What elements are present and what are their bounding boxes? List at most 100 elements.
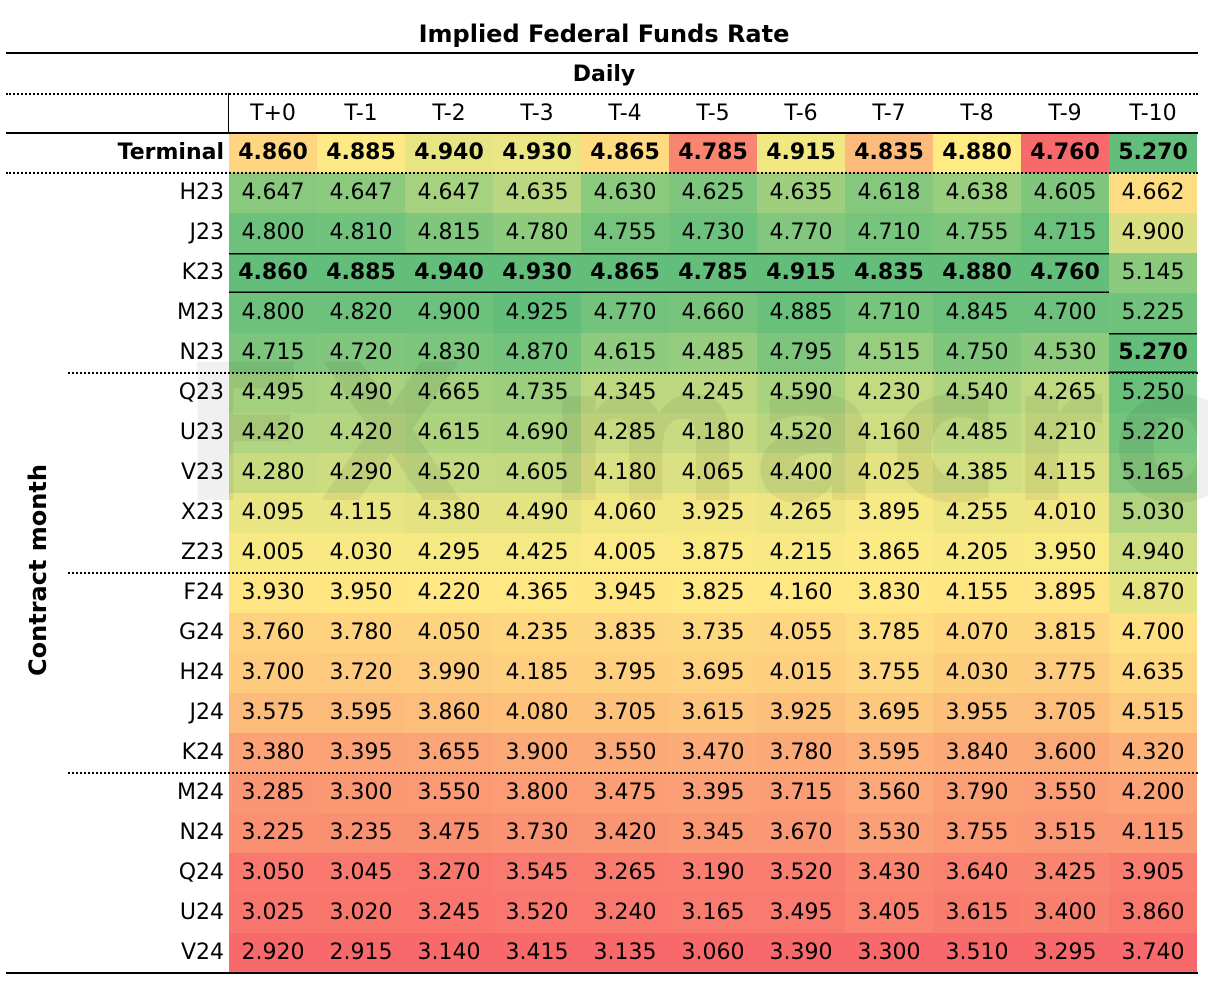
heatmap-cell: 3.345: [669, 813, 757, 853]
heatmap-cell: 4.265: [1021, 373, 1109, 413]
heatmap-cell: 3.300: [845, 933, 933, 973]
heatmap-cell: 4.735: [493, 373, 581, 413]
heatmap-cell: 3.510: [933, 933, 1021, 973]
heatmap-cell: 3.395: [669, 773, 757, 813]
heatmap-cell: 4.760: [1021, 253, 1109, 293]
heatmap-cell: 4.485: [933, 413, 1021, 453]
heatmap-cell: 4.255: [933, 493, 1021, 533]
heatmap-cell: 5.030: [1109, 493, 1197, 533]
heatmap-cell: 4.820: [317, 293, 405, 333]
heatmap-cell: 3.495: [757, 893, 845, 933]
heatmap-cell: 4.495: [229, 373, 317, 413]
heatmap-cell: 3.300: [317, 773, 405, 813]
heatmap-cell: 3.785: [845, 613, 933, 653]
heatmap-cell: 4.635: [757, 173, 845, 213]
heatmap-cell: 3.950: [1021, 533, 1109, 573]
heatmap-cell: 3.430: [845, 853, 933, 893]
heatmap-cell: 3.875: [669, 533, 757, 573]
heatmap-cell: 4.618: [845, 173, 933, 213]
heatmap-cell: 4.185: [493, 653, 581, 693]
row-label: U23: [179, 420, 224, 445]
row-label: F24: [183, 580, 224, 605]
heatmap-cell: 3.560: [845, 773, 933, 813]
rule-vertical: [228, 93, 229, 133]
heatmap-cell: 3.405: [845, 893, 933, 933]
heatmap-cell: 4.880: [933, 253, 1021, 293]
heatmap-cell: 4.015: [757, 653, 845, 693]
heatmap-cell: 3.595: [845, 733, 933, 773]
heatmap-cell: 3.025: [229, 893, 317, 933]
heatmap-cell: 3.755: [933, 813, 1021, 853]
heatmap-cell: 3.780: [757, 733, 845, 773]
heatmap-cell: 4.220: [405, 573, 493, 613]
column-header: T-5: [696, 101, 730, 126]
row-label: N24: [179, 820, 224, 845]
heatmap-cell: 3.165: [669, 893, 757, 933]
heatmap-cell: 4.060: [581, 493, 669, 533]
heatmap-cell: 4.730: [669, 213, 757, 253]
heatmap-cell: 4.800: [229, 213, 317, 253]
heatmap-cell: 4.385: [933, 453, 1021, 493]
heatmap-cell: 3.380: [229, 733, 317, 773]
heatmap-cell: 3.945: [581, 573, 669, 613]
heatmap-cell: 4.940: [405, 253, 493, 293]
heatmap-cell: 3.550: [1021, 773, 1109, 813]
heatmap-cell: 4.860: [229, 133, 317, 173]
heatmap-cell: 5.225: [1109, 293, 1197, 333]
heatmap-cell: 4.870: [1109, 573, 1197, 613]
heatmap-cell: 3.925: [757, 693, 845, 733]
heatmap-cell: 4.295: [405, 533, 493, 573]
heatmap-cell: 3.190: [669, 853, 757, 893]
heatmap-cell: 4.205: [933, 533, 1021, 573]
heatmap-cell: 3.700: [229, 653, 317, 693]
heatmap-cell: 3.545: [493, 853, 581, 893]
heatmap-cell: 4.770: [581, 293, 669, 333]
heatmap-cell: 4.365: [493, 573, 581, 613]
heatmap-cell: 3.860: [1109, 893, 1197, 933]
column-header: T-10: [1129, 101, 1177, 126]
heatmap-cell: 4.915: [757, 253, 845, 293]
column-header: T-6: [784, 101, 818, 126]
heatmap-cell: 3.900: [493, 733, 581, 773]
heatmap-cell: 4.810: [317, 213, 405, 253]
heatmap-cell: 5.145: [1109, 253, 1197, 293]
heatmap-cell: 4.540: [933, 373, 1021, 413]
heatmap-cell: 3.840: [933, 733, 1021, 773]
row-label: U24: [179, 900, 224, 925]
heatmap-cell: 3.715: [757, 773, 845, 813]
heatmap-cell: 4.647: [229, 173, 317, 213]
heatmap-cell: 3.140: [405, 933, 493, 973]
heatmap-cell: 5.270: [1109, 133, 1197, 173]
heatmap-cell: 3.720: [317, 653, 405, 693]
heatmap-cell: 3.600: [1021, 733, 1109, 773]
heatmap-cell: 3.670: [757, 813, 845, 853]
heatmap-cell: 4.115: [317, 493, 405, 533]
heatmap-cell: 3.615: [669, 693, 757, 733]
heatmap-cell: 3.730: [493, 813, 581, 853]
chart-title: Implied Federal Funds Rate: [418, 20, 790, 48]
heatmap-cell: 4.520: [405, 453, 493, 493]
row-label: K23: [181, 260, 224, 285]
row-label: Q24: [178, 860, 224, 885]
row-label: X23: [180, 500, 224, 525]
heatmap-cell: 4.795: [757, 333, 845, 373]
rule-top: [6, 52, 1198, 54]
heatmap-cell: 4.835: [845, 133, 933, 173]
heatmap-cell: 4.010: [1021, 493, 1109, 533]
row-label: H23: [179, 180, 224, 205]
heatmap-cell: 3.695: [845, 693, 933, 733]
row-label: M24: [177, 780, 224, 805]
heatmap-cell: 3.550: [405, 773, 493, 813]
heatmap-cell: 4.230: [845, 373, 933, 413]
row-label: J24: [189, 700, 224, 725]
heatmap-cell: 3.225: [229, 813, 317, 853]
heatmap-cell: 5.165: [1109, 453, 1197, 493]
row-label: V24: [180, 940, 224, 965]
heatmap-cell: 4.160: [757, 573, 845, 613]
heatmap-cell: 4.635: [493, 173, 581, 213]
heatmap-cell: 4.095: [229, 493, 317, 533]
heatmap-cell: 4.400: [757, 453, 845, 493]
heatmap-cell: 3.655: [405, 733, 493, 773]
heatmap-cell: 3.825: [669, 573, 757, 613]
heatmap-cell: 4.420: [317, 413, 405, 453]
